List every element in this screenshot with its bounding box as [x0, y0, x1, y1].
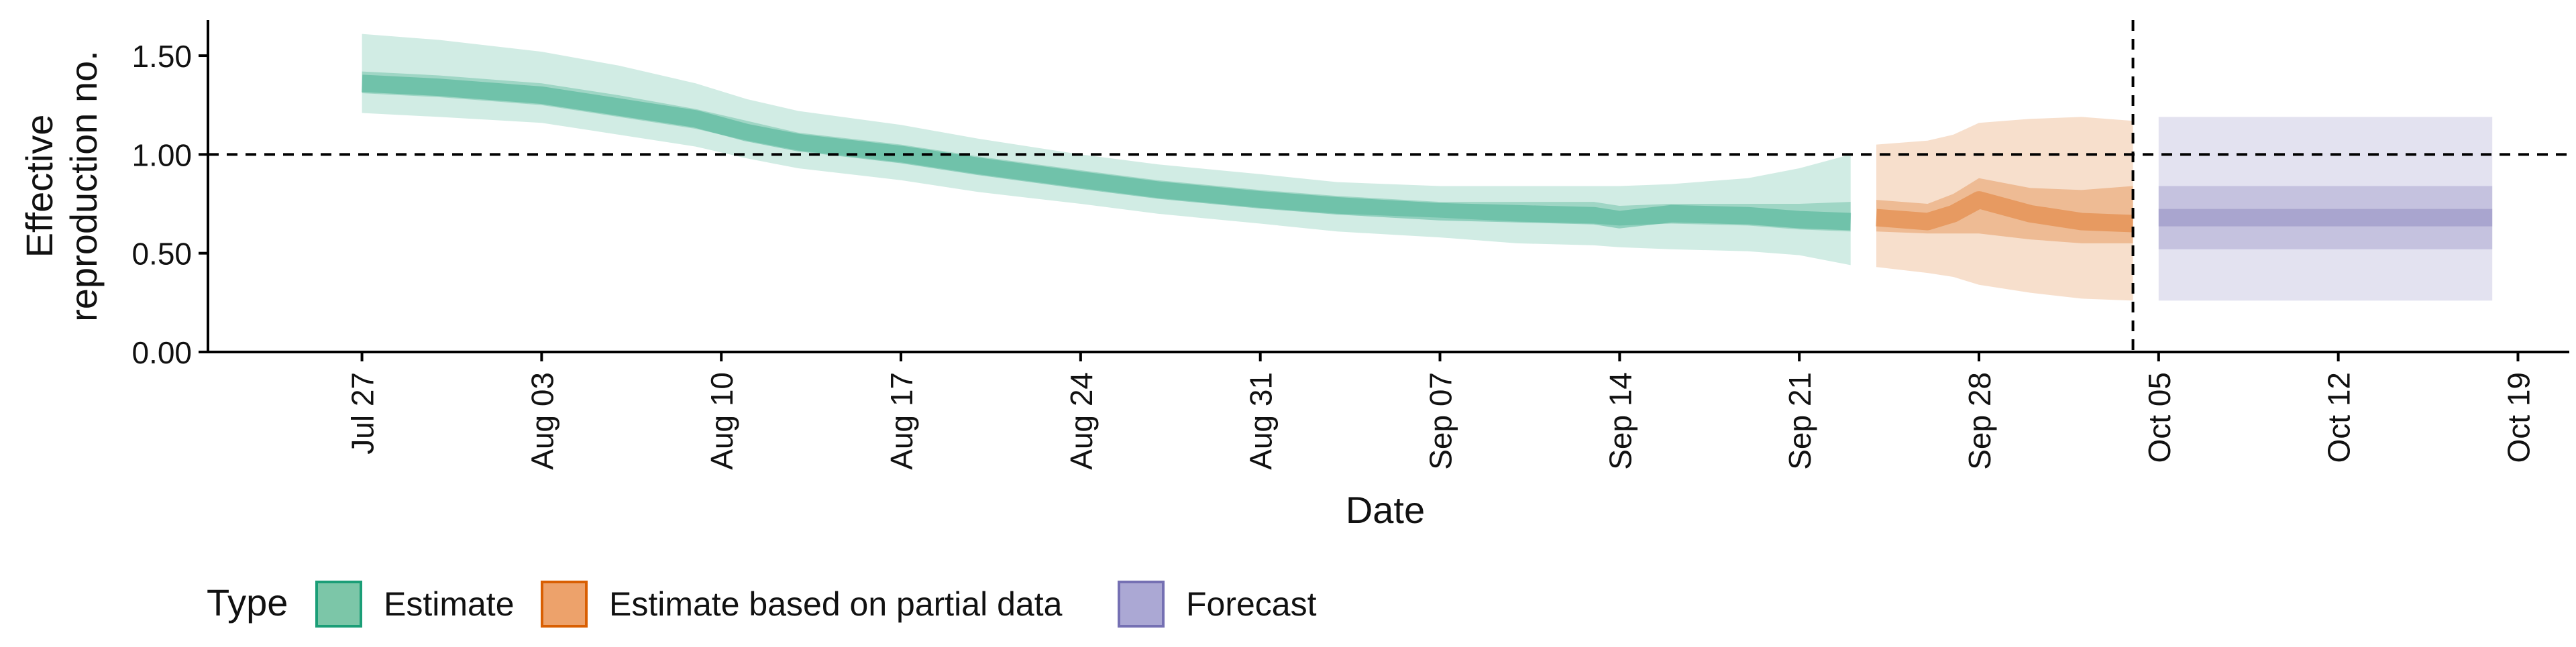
legend-label: Estimate based on partial data	[609, 585, 1063, 623]
forecast-band-50	[2158, 186, 2493, 249]
y-axis-title-line: Effective	[18, 115, 60, 258]
bands-layer	[362, 34, 2493, 301]
x-tick-label: Sep 21	[1782, 372, 1817, 470]
x-tick-label: Sep 07	[1424, 372, 1458, 470]
lines-layer	[361, 74, 2493, 233]
estimate-based-on-partial-data-band-90	[1876, 117, 2133, 301]
legend-swatch	[315, 581, 362, 628]
x-tick-label: Oct 12	[2322, 372, 2357, 463]
x-tick-label: Aug 10	[704, 372, 739, 470]
y-tick-label: 0.50	[131, 237, 192, 272]
estimate-based-on-partial-data-band-50	[1876, 178, 2133, 243]
x-tick-label: Oct 19	[2501, 372, 2536, 463]
y-tick-label: 1.00	[131, 137, 192, 172]
forecast-band-90	[2158, 117, 2493, 301]
legend-label: Forecast	[1186, 585, 1317, 623]
x-tick-label: Aug 17	[884, 372, 919, 470]
x-tick-label: Aug 03	[525, 372, 559, 470]
y-tick-label: 1.50	[131, 39, 192, 74]
legend-swatch	[541, 581, 588, 628]
estimate-band-50	[362, 71, 1851, 232]
x-axis-title: Date	[1346, 489, 1425, 531]
axes: 0.00 0.50 1.00 1.50 Jul 27 Aug 03 Aug 10 Aug 17…	[18, 20, 2569, 470]
x-tick-label: Sep 14	[1603, 372, 1638, 470]
estimate-based-on-partial-data-median	[1876, 191, 2134, 233]
y-axis-title: Effectivereproduction no.	[18, 50, 105, 322]
x-tick-label: Aug 24	[1064, 372, 1099, 470]
legend-swatch	[1118, 581, 1165, 628]
estimate-median	[361, 74, 1851, 231]
y-axis-title-line: reproduction no.	[62, 50, 105, 322]
x-tick-label: Sep 28	[1962, 372, 1997, 470]
y-tick-label: 0.00	[131, 335, 192, 370]
legend-title: Type	[207, 581, 288, 624]
x-tick-label: Aug 31	[1244, 372, 1279, 470]
legend: Type Estimate Estimate based on partial d…	[207, 581, 1317, 628]
estimate-band-90	[362, 34, 1851, 266]
x-tick-label: Jul 27	[345, 372, 380, 455]
legend-label: Estimate	[384, 585, 515, 623]
x-tick-label: Oct 05	[2142, 372, 2177, 463]
